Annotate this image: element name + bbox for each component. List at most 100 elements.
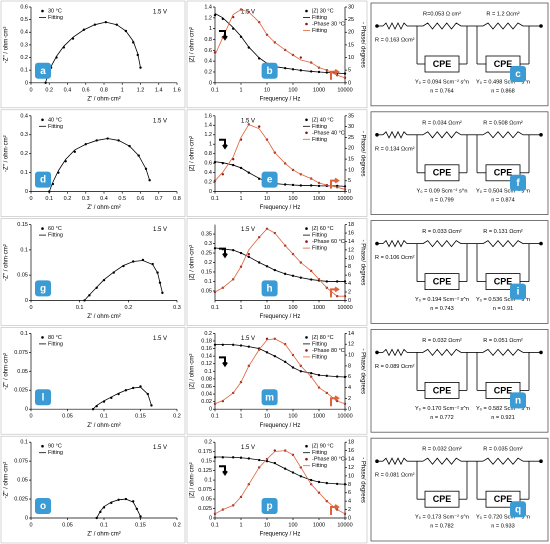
fit-line [48, 138, 151, 192]
terminal [539, 133, 543, 137]
panel-frame [370, 328, 549, 433]
x-tick-label: 1 [239, 87, 242, 93]
cpe-n: n = 0.782 [430, 524, 453, 530]
arrow-icon [330, 177, 340, 189]
legend-dot [305, 22, 308, 26]
y-tick-label: 0.6 [204, 161, 212, 167]
y-tick-label: 0.1 [20, 331, 28, 337]
cpe-label: CPE [433, 385, 452, 395]
resistor [422, 131, 462, 139]
data-point [257, 125, 261, 128]
x-tick-label: 0.15 [135, 522, 146, 528]
cpe-y0: Y₀ = 0.09 Scm⁻² s^n [417, 188, 468, 194]
panel-badge [35, 171, 51, 188]
arrow-icon [330, 68, 340, 80]
panel-label: a [40, 66, 46, 77]
y2-tick-label: 2 [348, 507, 351, 513]
cpe-label: CPE [494, 494, 513, 504]
y-tick-label: 0.4 [20, 113, 28, 119]
y2-tick-label: 2 [348, 396, 351, 402]
fit-line [214, 9, 346, 79]
legend-label: |Z| 60 °C [312, 226, 334, 232]
legend-dot [41, 444, 44, 448]
panel-frame [370, 220, 549, 324]
y-tick-label: 0.3 [20, 132, 28, 138]
panel-label: g [40, 284, 46, 295]
y-tick-label: 0.025 [14, 388, 28, 394]
resistance-label: R = 0.106 Ωcm² [375, 255, 415, 261]
legend-label: Fitting [312, 233, 327, 239]
x-tick-label: 10000 [337, 414, 352, 420]
panel-label: h [267, 284, 273, 295]
x-axis-label: Z' / ohm·cm² [87, 423, 120, 429]
panel-label: e [267, 175, 273, 186]
y-tick-label: 0.15 [201, 269, 212, 275]
resistor [382, 22, 408, 30]
panel-label: c [515, 69, 521, 80]
y2-tick-label: 10 [348, 256, 354, 262]
cpe-label: CPE [433, 168, 452, 178]
resistor [382, 457, 408, 466]
y-tick-label: 1.6 [204, 113, 212, 119]
legend-label: 30 °C [48, 8, 62, 14]
x-tick-label: 0.1 [211, 522, 219, 528]
y2-tick-label: 6 [348, 374, 351, 380]
panel-badge [261, 62, 278, 79]
x-tick-label: 0.6 [137, 196, 145, 202]
y-tick-label: 0.4 [204, 59, 212, 65]
y-tick-label: 0.075 [14, 350, 28, 356]
x-tick-label: 0.8 [173, 196, 181, 202]
resistor [422, 239, 462, 248]
x-tick-label: 1 [239, 522, 242, 528]
panel-label: b [267, 66, 273, 77]
cpe-y0: Y₀ = 0.504 Scm⁻² s^n [476, 188, 530, 194]
legend-dot [305, 349, 308, 352]
cpe-label: CPE [433, 276, 452, 286]
legend-label: -Phase 30 °C [312, 21, 345, 27]
annotation: 1.5 V [241, 336, 255, 342]
y-tick-label: 0 [25, 515, 28, 521]
x-axis-label: Frequency / Hz [260, 314, 301, 320]
fit-line [45, 21, 141, 83]
y-tick-label: 0.4 [20, 30, 28, 36]
y2-axis-label: - Phase/ degrees [359, 348, 365, 394]
panel-badge [510, 283, 526, 300]
panel-badge [510, 66, 526, 82]
x-tick-label: 0.5 [118, 196, 126, 202]
y-axis-label: |Z| / ohm·cm² [190, 354, 196, 389]
y-tick-label: 0.1 [20, 440, 28, 446]
y2-axis-label: - Phase/ degrees [359, 22, 365, 68]
y2-tick-label: 14 [348, 456, 354, 462]
legend-dot [305, 131, 308, 135]
x-tick-label: 0.2 [64, 196, 72, 202]
fit-line [214, 338, 346, 405]
terminal [539, 459, 543, 464]
resistor [422, 22, 462, 30]
y-tick-label: 1.4 [204, 4, 212, 10]
panel-badge [261, 389, 278, 406]
y-tick-label: 0.08 [201, 376, 212, 382]
y-tick-label: 0.15 [201, 459, 212, 465]
legend-label: |Z| 90 °C [312, 444, 334, 450]
y-tick-label: 0.12 [201, 361, 212, 367]
y2-tick-label: 8 [348, 363, 351, 369]
y-tick-label: 0.1 [204, 279, 212, 285]
y2-tick-label: 0 [348, 298, 351, 304]
y-tick-label: 0.1 [20, 68, 28, 74]
y-tick-label: 0.35 [201, 232, 212, 238]
fit-line [214, 450, 346, 515]
y-tick-label: 0.06 [201, 384, 212, 390]
resistance-label: R = 0.089 Ωcm² [375, 364, 415, 370]
fit-line [214, 161, 346, 187]
arrow-icon [219, 138, 228, 150]
y2-tick-label: 4 [348, 281, 351, 287]
cpe-y0: Y₀ = 0.094 Scm⁻² s^n [415, 79, 469, 85]
x-tick-label: 1.2 [137, 87, 145, 93]
cpe-y0: Y₀ = 0.720 Scm⁻² s^n [476, 515, 530, 521]
x-tick-label: 10000 [337, 196, 352, 202]
resistance-label: R = 0.131 Ωcm² [483, 229, 523, 235]
y2-tick-label: 12 [348, 342, 354, 348]
y2-tick-label: 25 [348, 17, 354, 23]
x-tick-label: 0.1 [211, 305, 219, 311]
cpe-y0: Y₀ = 0.170 Scm⁻² s^n [415, 406, 469, 412]
